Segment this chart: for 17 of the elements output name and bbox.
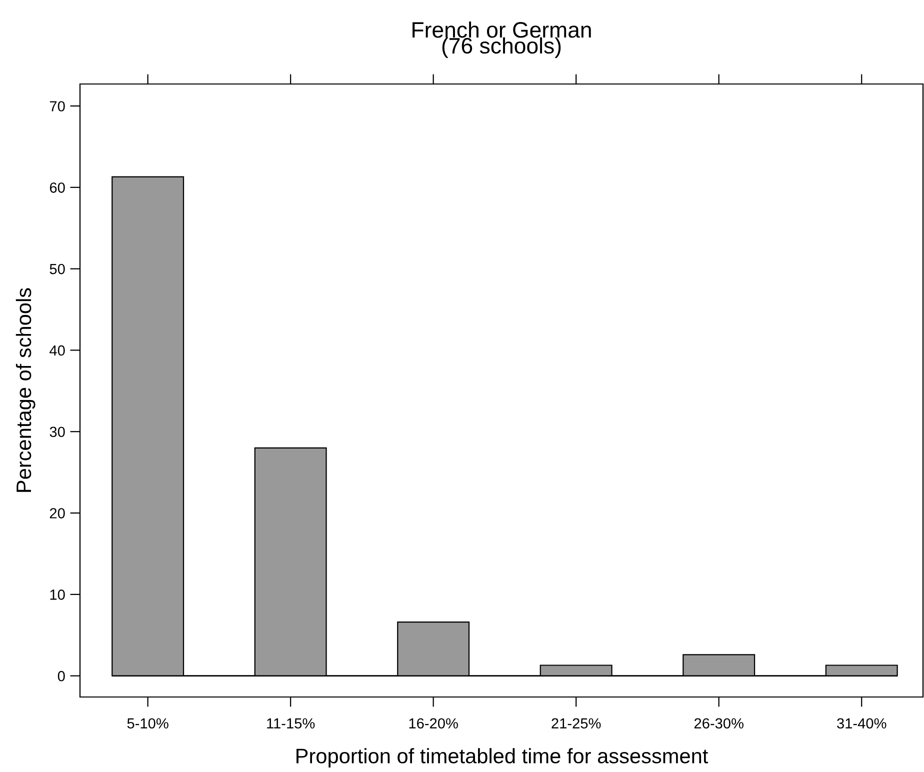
y-tick-label: 20 (50, 508, 65, 518)
x-axis-title: Proportion of timetabled time for assessment (296, 748, 708, 768)
y-tick-label: 0 (58, 670, 65, 682)
y-tick-label: 50 (50, 264, 65, 274)
chart-title: French or German (76 schools) (412, 21, 591, 58)
y-tick-label: 70 (50, 101, 65, 112)
y-tick-label: 10 (50, 590, 65, 600)
x-tick-label: 5-10% (127, 718, 168, 729)
y-tick-label: 30 (50, 426, 65, 438)
x-tick-label: 31-40% (837, 718, 886, 729)
x-tick-label: 21-25% (552, 718, 601, 729)
x-tick-label: 26-30% (694, 718, 744, 729)
x-tick-label: 16-20% (409, 718, 458, 729)
y-axis-title: Percentage of schools (16, 288, 36, 492)
y-tick-label: 60 (50, 182, 65, 193)
x-tick-label: 11-15% (267, 718, 315, 729)
y-tick-label: 40 (50, 345, 65, 356)
